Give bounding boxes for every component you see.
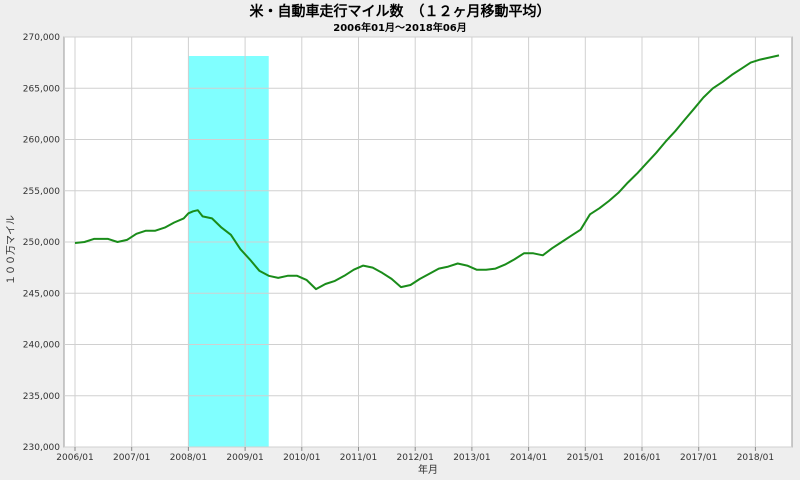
shaded-period xyxy=(188,56,269,447)
x-tick-label: 2017/01 xyxy=(680,453,717,463)
series-line xyxy=(74,54,780,291)
x-tick-label: 2015/01 xyxy=(567,453,604,463)
y-tick-label: 260,000 xyxy=(23,136,60,146)
x-tick-label: 2014/01 xyxy=(510,453,547,463)
y-axis-label: １００万マイル xyxy=(6,215,17,285)
x-tick-label: 2013/01 xyxy=(453,453,490,463)
y-tick-label: 235,000 xyxy=(23,392,60,402)
x-tick-label: 2016/01 xyxy=(623,453,660,463)
y-tick-label: 240,000 xyxy=(23,341,60,351)
y-tick-label: 245,000 xyxy=(23,289,60,299)
x-axis-label: 年月 xyxy=(418,463,438,476)
y-tick-label: 270,000 xyxy=(23,33,60,43)
x-tick-label: 2007/01 xyxy=(113,453,150,463)
x-tick-label: 2010/01 xyxy=(283,453,320,463)
x-tick-label: 2008/01 xyxy=(170,453,207,463)
y-tick-label: 250,000 xyxy=(23,238,60,248)
x-tick-label: 2012/01 xyxy=(397,453,434,463)
x-tick-label: 2018/01 xyxy=(737,453,774,463)
x-tick-label: 2009/01 xyxy=(226,453,263,463)
chart-subtitle: 2006年01月～2018年06月 xyxy=(333,21,467,34)
x-tick-label: 2006/01 xyxy=(56,453,93,463)
chart-title: 米・自動車走行マイル数 （１２ヶ月移動平均） xyxy=(250,3,551,20)
y-tick-label: 255,000 xyxy=(23,187,60,197)
x-tick-label: 2011/01 xyxy=(340,453,377,463)
y-tick-label: 230,000 xyxy=(23,443,60,453)
y-tick-label: 265,000 xyxy=(23,84,60,94)
